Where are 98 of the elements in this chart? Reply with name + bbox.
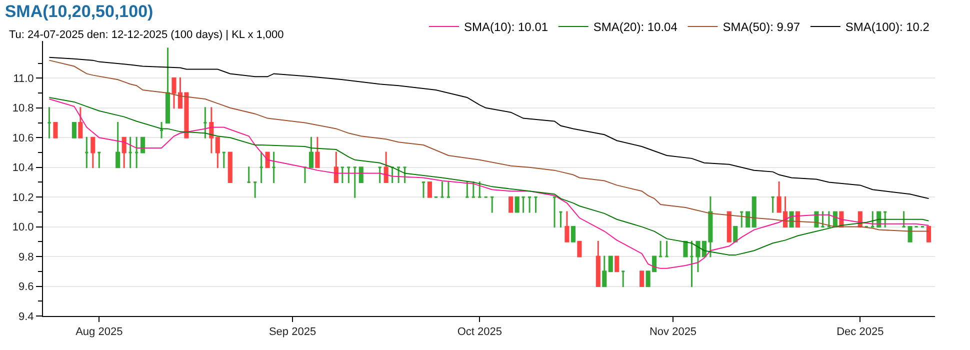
candlestick — [96, 152, 102, 168]
y-tick-label: 9.6 — [18, 281, 34, 294]
candlestick — [53, 122, 58, 138]
candlestick — [202, 107, 208, 138]
x-tick-label: Nov 2025 — [649, 326, 697, 338]
candlestick — [72, 122, 76, 138]
candlestick — [334, 152, 338, 183]
candlestick — [508, 196, 514, 213]
candlestick — [870, 211, 875, 228]
candlestick — [384, 152, 388, 183]
candlestick — [252, 181, 258, 198]
candlestick — [358, 166, 364, 183]
candlestick — [564, 211, 570, 242]
y-tick-label: 10.8 — [12, 102, 34, 115]
candlestick — [926, 226, 932, 242]
y-tick-label: 10.0 — [12, 222, 34, 234]
candlestick — [128, 136, 133, 168]
candlestick — [477, 181, 482, 198]
candlestick — [134, 136, 139, 168]
candlestick — [658, 240, 663, 258]
y-tick-label: 9.4 — [18, 310, 34, 323]
y-tick-label: 10.4 — [12, 162, 34, 174]
candlestick — [165, 48, 170, 124]
y-tick-label: 10.6 — [12, 132, 34, 144]
candlestick — [608, 256, 613, 272]
candlestick — [640, 270, 644, 288]
candlestick — [315, 136, 320, 168]
candlestick — [614, 256, 620, 272]
candlestick — [689, 240, 694, 288]
legend-label: SMA(50): 9.97 — [722, 20, 800, 34]
candlestick — [577, 240, 582, 258]
candlestick — [78, 107, 83, 138]
x-tick-label: Aug 2025 — [76, 326, 123, 338]
legend-label: SMA(20): 10.04 — [593, 20, 678, 34]
candlestick — [446, 181, 451, 198]
candlestick — [427, 181, 432, 198]
candlestick — [683, 240, 688, 258]
legend-label: SMA(100): 10.2 — [845, 20, 930, 34]
candlestick — [246, 166, 252, 183]
candlestick — [122, 136, 126, 168]
candlestick — [820, 211, 825, 228]
candlestick — [596, 240, 600, 288]
x-tick-label: Oct 2025 — [457, 326, 502, 338]
y-tick-label: 10.2 — [12, 192, 34, 204]
chart-title: SMA(10,20,50,100) — [4, 2, 154, 22]
x-tick-label: Dec 2025 — [836, 326, 884, 338]
candlestick — [826, 211, 832, 228]
chart-subtitle: Tu: 24-07-2025 den: 12-12-2025 (100 days) | KL x 1,000 — [9, 29, 284, 41]
candlestick — [908, 226, 912, 242]
candlestick — [527, 196, 532, 213]
candlestick — [464, 181, 470, 198]
candlestick — [346, 166, 351, 183]
candlestick — [340, 166, 345, 183]
candlestick — [215, 136, 220, 168]
candlestick — [116, 122, 120, 168]
candlestick — [159, 122, 164, 138]
candlestick — [228, 152, 232, 183]
candlestick — [352, 166, 358, 198]
candlestick — [733, 226, 738, 242]
candlestick — [259, 152, 264, 183]
candlestick — [534, 196, 538, 213]
candlestick — [402, 166, 408, 183]
candlestick — [602, 256, 607, 288]
candlestick — [726, 211, 732, 242]
candlestick — [558, 211, 564, 228]
candlestick — [739, 211, 744, 228]
candlestick — [390, 166, 395, 183]
candlestick — [521, 196, 526, 213]
candlestick — [752, 196, 756, 228]
candlestick — [90, 136, 96, 168]
candlestick — [902, 211, 906, 228]
y-tick-label: 11.0 — [13, 73, 34, 86]
candlestick — [696, 240, 700, 272]
candlestick — [84, 136, 89, 168]
candlestick — [570, 226, 576, 242]
legend-label: SMA(10): 10.01 — [464, 20, 548, 34]
y-tick-label: 9.8 — [18, 251, 34, 264]
candlestick — [421, 181, 426, 198]
candlestick — [882, 211, 888, 228]
x-tick-label: Sep 2025 — [268, 326, 316, 338]
candlestick — [378, 166, 382, 183]
candlestick — [490, 196, 494, 213]
candlestick — [471, 181, 476, 198]
line-series — [48, 60, 930, 232]
candlestick — [308, 136, 314, 168]
candlestick — [620, 270, 626, 288]
candlestick — [272, 152, 276, 183]
candlestick — [396, 166, 401, 183]
candlestick — [664, 240, 670, 258]
line-series — [48, 56, 930, 200]
candlestick — [746, 211, 750, 228]
candlestick — [440, 181, 444, 198]
candlestick — [770, 196, 776, 213]
candlestick — [209, 107, 214, 154]
candlestick — [514, 196, 520, 213]
candlestick — [46, 107, 52, 138]
candlestick — [222, 152, 226, 168]
candlestick — [552, 196, 557, 228]
